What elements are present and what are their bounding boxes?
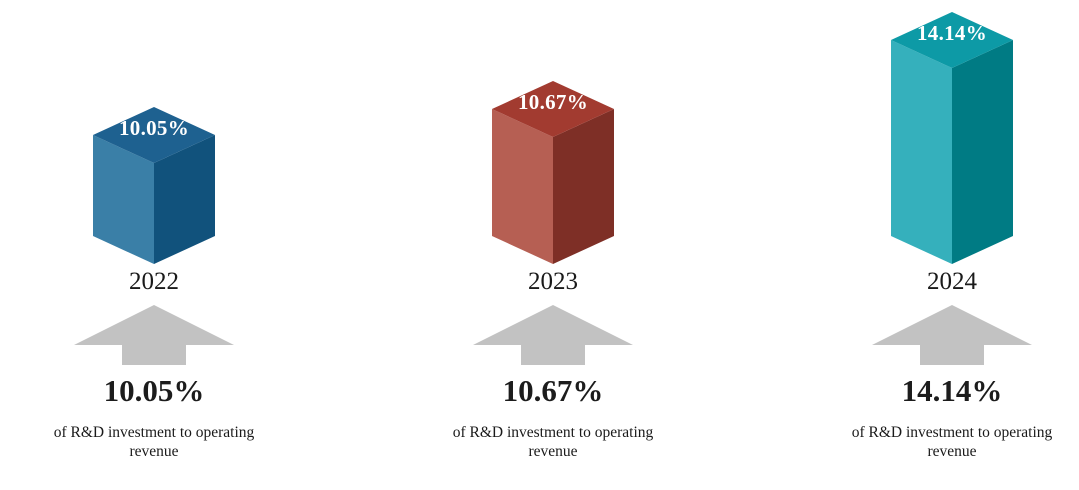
up-arrow-shape [74, 305, 234, 365]
year-label: 2023 [528, 268, 578, 295]
bar-3d-shape [891, 12, 1013, 264]
percent-value: 10.67% [502, 373, 604, 408]
metric-description: of R&D investment to operating revenue [53, 424, 255, 461]
up-arrow-icon [872, 305, 1032, 365]
bar-area: 14.14% [802, 0, 1079, 264]
bar-left-face [492, 109, 553, 264]
year-label: 2022 [129, 268, 179, 295]
bar-area: 10.67% [403, 0, 703, 264]
up-arrow-shape [872, 305, 1032, 365]
metric-description: of R&D investment to operating revenue [851, 424, 1053, 461]
bar-right-face [154, 135, 215, 264]
bar-3d-shape [93, 107, 215, 264]
year-label: 2024 [927, 268, 977, 295]
bar-left-face [891, 40, 952, 264]
bar-right-face [952, 40, 1013, 264]
bar-top-face [93, 107, 215, 163]
year-column-2024: 14.14% 2024 14.14% of R&D investment to … [802, 0, 1079, 490]
percent-value: 10.05% [103, 373, 205, 408]
up-arrow-icon [473, 305, 633, 365]
bar-top-face [492, 81, 614, 137]
year-column-2023: 10.67% 2023 10.67% of R&D investment to … [403, 0, 703, 490]
bar-top-face [891, 12, 1013, 68]
bar-3d-2024: 14.14% [891, 12, 1013, 264]
up-arrow-icon [74, 305, 234, 365]
bar-value-label: 10.67% [517, 90, 589, 114]
bar-3d-shape [492, 81, 614, 264]
bar-3d-2023: 10.67% [492, 81, 614, 264]
bar-value-label: 10.05% [118, 116, 190, 140]
bar-left-face [93, 135, 154, 264]
bar-value-label: 14.14% [916, 21, 988, 45]
bar-3d-2022: 10.05% [93, 107, 215, 264]
year-column-2022: 10.05% 2022 10.05% of R&D investment to … [4, 0, 304, 490]
bar-area: 10.05% [4, 0, 304, 264]
metric-description: of R&D investment to operating revenue [452, 424, 654, 461]
up-arrow-shape [473, 305, 633, 365]
percent-value: 14.14% [901, 373, 1003, 408]
bar-right-face [553, 109, 614, 264]
